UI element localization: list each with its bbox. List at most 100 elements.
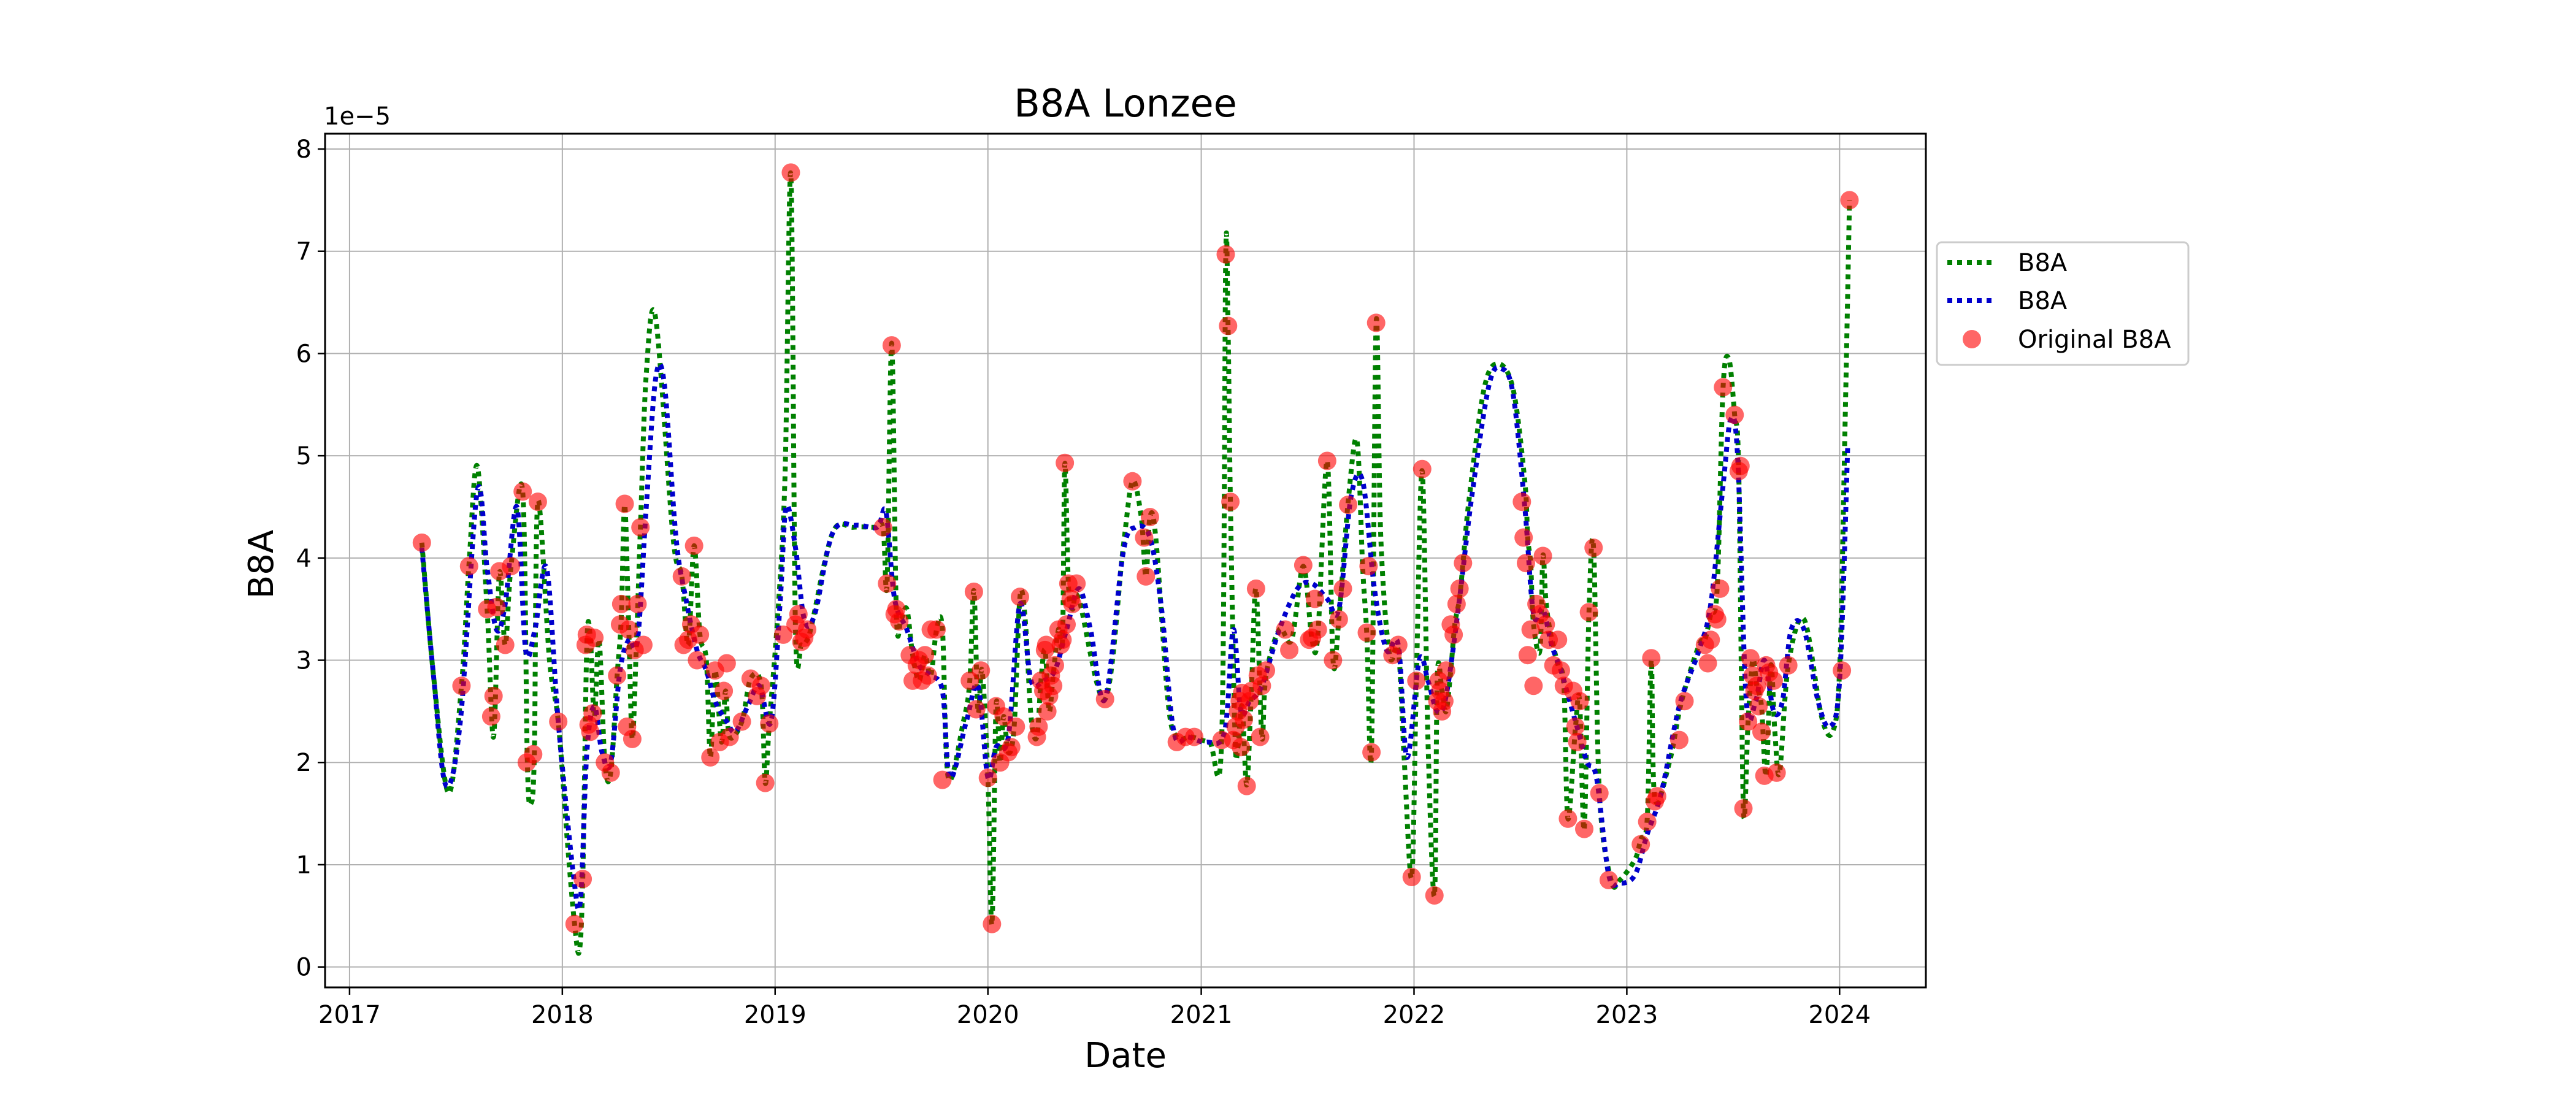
- data-point: [890, 612, 909, 631]
- legend-box: [1936, 241, 2190, 366]
- chart-title: B8A Lonzee: [1014, 81, 1237, 126]
- data-point: [459, 557, 478, 576]
- data-point: [1698, 654, 1717, 673]
- data-point: [1642, 649, 1661, 668]
- x-tick-label: 2020: [957, 1001, 1019, 1029]
- data-point: [1701, 630, 1720, 649]
- data-point: [878, 574, 897, 593]
- data-point: [882, 336, 901, 355]
- data-point: [1447, 594, 1466, 613]
- data-point: [967, 700, 986, 719]
- data-point: [1779, 656, 1798, 675]
- data-point: [691, 625, 710, 644]
- data-point: [1333, 579, 1352, 598]
- data-point: [1725, 405, 1744, 424]
- y-tick-label: 3: [296, 647, 312, 675]
- data-point: [688, 651, 707, 670]
- data-point: [1407, 671, 1426, 690]
- data-point: [1638, 812, 1657, 831]
- data-point: [1536, 615, 1555, 634]
- x-tick-label: 2023: [1596, 1001, 1658, 1029]
- data-point: [524, 745, 543, 764]
- data-point: [1095, 689, 1114, 708]
- y-tick-label: 5: [296, 442, 312, 470]
- data-point: [608, 666, 627, 685]
- data-point: [672, 567, 691, 586]
- data-point: [565, 914, 584, 933]
- data-point: [1747, 676, 1766, 695]
- legend-label-b8a-green: B8A: [2018, 249, 2068, 277]
- data-point: [1675, 692, 1694, 711]
- data-point: [1516, 554, 1535, 573]
- data-point: [581, 722, 600, 741]
- data-point: [1137, 567, 1156, 586]
- data-point: [1135, 528, 1154, 547]
- data-point: [964, 582, 983, 601]
- data-point: [1741, 649, 1760, 668]
- data-point: [684, 536, 703, 555]
- scatter-layer: [412, 163, 1859, 933]
- data-point: [732, 712, 751, 731]
- data-point: [1317, 451, 1336, 470]
- data-point: [631, 518, 650, 537]
- data-point: [502, 557, 521, 576]
- data-point: [1357, 623, 1376, 642]
- data-point: [1767, 763, 1786, 782]
- data-point: [634, 635, 653, 654]
- data-point: [1359, 557, 1378, 576]
- data-point: [549, 712, 568, 731]
- data-point: [1362, 743, 1381, 762]
- data-point: [1435, 692, 1454, 711]
- data-point: [1714, 378, 1733, 397]
- x-tick-label: 2024: [1808, 1001, 1871, 1029]
- data-point: [1731, 456, 1750, 475]
- data-point: [1552, 661, 1571, 680]
- data-point: [1584, 538, 1603, 557]
- data-point: [760, 714, 779, 733]
- data-point: [1037, 635, 1056, 654]
- data-point: [1518, 646, 1537, 665]
- data-point: [1454, 554, 1473, 573]
- data-point: [1566, 717, 1585, 736]
- data-point: [1045, 656, 1064, 675]
- x-tick-label: 2022: [1383, 1001, 1446, 1029]
- data-point: [1711, 579, 1730, 598]
- data-point: [1444, 625, 1463, 644]
- data-point: [1056, 453, 1075, 472]
- data-point: [628, 594, 647, 613]
- data-point: [1057, 615, 1076, 634]
- data-point: [528, 492, 547, 511]
- data-point: [717, 654, 736, 673]
- data-point: [918, 666, 937, 685]
- data-point: [452, 676, 471, 695]
- data-point: [1402, 867, 1421, 886]
- data-point: [1558, 809, 1577, 828]
- data-point: [1038, 702, 1057, 721]
- x-tick-label: 2019: [744, 1001, 807, 1029]
- x-tick-label: 2017: [318, 1001, 381, 1029]
- legend: B8A B8A Original B8A: [1936, 241, 2190, 366]
- data-point: [720, 727, 739, 746]
- data-point: [927, 620, 946, 639]
- data-point: [1006, 717, 1025, 736]
- y-axis-label: B8A: [242, 530, 282, 599]
- data-point: [1029, 717, 1048, 736]
- data-point: [1237, 776, 1256, 795]
- data-point: [972, 661, 991, 680]
- data-point: [1752, 722, 1771, 741]
- data-point: [1549, 630, 1568, 649]
- data-point: [1044, 676, 1063, 695]
- data-point: [1568, 732, 1587, 751]
- data-point: [1140, 508, 1159, 527]
- data-point: [1251, 727, 1270, 746]
- data-point: [484, 686, 503, 705]
- data-point: [623, 729, 642, 748]
- data-point: [789, 605, 808, 624]
- data-point: [1367, 313, 1386, 332]
- data-point: [1599, 870, 1618, 889]
- data-point: [496, 635, 515, 654]
- data-point: [601, 763, 620, 782]
- data-point: [1647, 787, 1666, 806]
